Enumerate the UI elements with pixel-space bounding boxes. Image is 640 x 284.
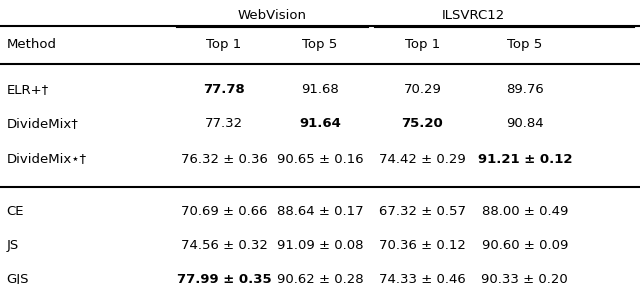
Text: DivideMix†: DivideMix† (6, 117, 78, 130)
Text: 91.64: 91.64 (299, 117, 341, 130)
Text: 88.00 ± 0.49: 88.00 ± 0.49 (482, 205, 568, 218)
Text: 76.32 ± 0.36: 76.32 ± 0.36 (180, 153, 268, 166)
Text: 77.78: 77.78 (203, 83, 245, 96)
Text: 77.99 ± 0.35: 77.99 ± 0.35 (177, 273, 271, 284)
Text: 89.76: 89.76 (506, 83, 543, 96)
Text: Top 1: Top 1 (404, 37, 440, 51)
Text: 70.69 ± 0.66: 70.69 ± 0.66 (180, 205, 268, 218)
Text: 70.36 ± 0.12: 70.36 ± 0.12 (379, 239, 466, 252)
Text: 74.33 ± 0.46: 74.33 ± 0.46 (379, 273, 466, 284)
Text: 91.68: 91.68 (301, 83, 339, 96)
Text: 91.21 ± 0.12: 91.21 ± 0.12 (477, 153, 572, 166)
Text: ELR+†: ELR+† (6, 83, 49, 96)
Text: 90.84: 90.84 (506, 117, 543, 130)
Text: 90.60 ± 0.09: 90.60 ± 0.09 (482, 239, 568, 252)
Text: 90.65 ± 0.16: 90.65 ± 0.16 (276, 153, 364, 166)
Text: 70.29: 70.29 (403, 83, 442, 96)
Text: Top 5: Top 5 (507, 37, 543, 51)
Text: Top 1: Top 1 (206, 37, 242, 51)
Text: JS: JS (6, 239, 19, 252)
Text: CE: CE (6, 205, 24, 218)
Text: DivideMix⋆†: DivideMix⋆† (6, 153, 86, 166)
Text: 77.32: 77.32 (205, 117, 243, 130)
Text: ILSVRC12: ILSVRC12 (442, 9, 505, 22)
Text: 90.62 ± 0.28: 90.62 ± 0.28 (276, 273, 364, 284)
Text: Top 5: Top 5 (302, 37, 338, 51)
Text: 91.09 ± 0.08: 91.09 ± 0.08 (276, 239, 364, 252)
Text: 90.33 ± 0.20: 90.33 ± 0.20 (481, 273, 568, 284)
Text: GJS: GJS (6, 273, 29, 284)
Text: 75.20: 75.20 (401, 117, 444, 130)
Text: 67.32 ± 0.57: 67.32 ± 0.57 (379, 205, 466, 218)
Text: 88.64 ± 0.17: 88.64 ± 0.17 (276, 205, 364, 218)
Text: 74.56 ± 0.32: 74.56 ± 0.32 (180, 239, 268, 252)
Text: 74.42 ± 0.29: 74.42 ± 0.29 (379, 153, 466, 166)
Text: WebVision: WebVision (237, 9, 307, 22)
Text: Method: Method (6, 37, 56, 51)
